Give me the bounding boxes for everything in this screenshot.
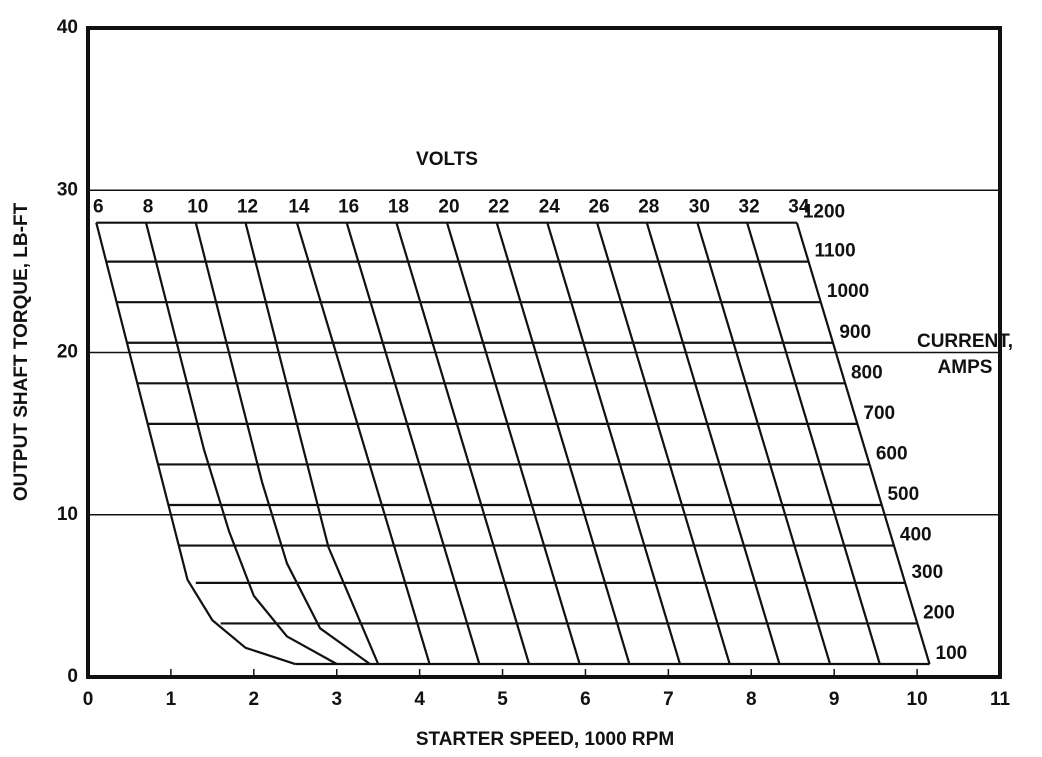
volt-label: 32	[739, 197, 760, 218]
x-tick-label: 7	[663, 689, 674, 710]
volt-label: 6	[93, 197, 104, 218]
volt-label: 28	[638, 197, 659, 218]
volt-label: 34	[788, 197, 810, 218]
volt-label: 14	[288, 197, 310, 218]
volt-label: 10	[187, 197, 208, 218]
volt-label: 22	[488, 197, 509, 218]
y-tick-label: 10	[57, 504, 78, 525]
volt-label: 20	[438, 197, 459, 218]
volt-line	[795, 222, 931, 665]
volt-line	[144, 222, 338, 665]
volt-label: 16	[338, 197, 359, 218]
volt-label: 18	[388, 197, 409, 218]
volt-label: 30	[689, 197, 710, 218]
volt-line	[445, 222, 581, 665]
x-axis-label: STARTER SPEED, 1000 RPM	[416, 729, 674, 750]
y-tick-label: 20	[57, 342, 78, 363]
x-tick-label: 10	[907, 689, 928, 710]
volts-title: VOLTS	[416, 149, 478, 170]
plot-frame	[86, 26, 1002, 679]
x-tick-label: 1	[166, 689, 177, 710]
x-tick-label: 5	[497, 689, 508, 710]
current-title: CURRENT,	[917, 331, 1013, 352]
x-tick-label: 0	[83, 689, 94, 710]
x-tick-label: 9	[829, 689, 840, 710]
current-label: 200	[923, 602, 955, 623]
current-label: 1100	[814, 241, 855, 262]
current-title-unit: AMPS	[938, 357, 993, 378]
volt-label: 24	[539, 197, 561, 218]
current-label: 100	[936, 643, 968, 664]
current-label: 400	[900, 525, 932, 546]
volt-line	[244, 222, 380, 665]
volt-line	[495, 222, 631, 665]
volt-line	[645, 222, 781, 665]
volt-line	[95, 222, 296, 666]
x-tick-label: 4	[414, 689, 425, 710]
y-axis-label: OUTPUT SHAFT TORQUE, LB-FT	[11, 202, 32, 501]
volt-line	[345, 222, 481, 665]
current-label: 900	[839, 322, 871, 343]
current-label: 1200	[803, 202, 845, 223]
volt-label: 12	[237, 197, 258, 218]
current-label: 600	[876, 443, 908, 464]
current-label: 300	[911, 562, 943, 583]
volt-line	[596, 222, 731, 665]
y-tick-label: 40	[57, 17, 78, 38]
volt-line	[194, 222, 371, 665]
volt-line	[546, 222, 682, 665]
volt-label: 26	[588, 197, 609, 218]
current-label: 800	[851, 362, 883, 383]
x-tick-label: 6	[580, 689, 591, 710]
x-tick-label: 11	[990, 689, 1011, 710]
volt-label: 8	[143, 197, 154, 218]
volt-line	[696, 222, 832, 665]
volt-line	[295, 222, 431, 665]
y-tick-label: 0	[67, 666, 78, 687]
current-label: 500	[887, 484, 919, 505]
x-tick-label: 3	[331, 689, 342, 710]
current-label: 700	[863, 403, 895, 424]
y-tick-label: 30	[57, 179, 78, 200]
volt-line	[395, 222, 531, 665]
x-tick-label: 2	[249, 689, 260, 710]
current-label: 1000	[827, 281, 869, 302]
volt-line	[746, 222, 881, 665]
x-tick-label: 8	[746, 689, 757, 710]
